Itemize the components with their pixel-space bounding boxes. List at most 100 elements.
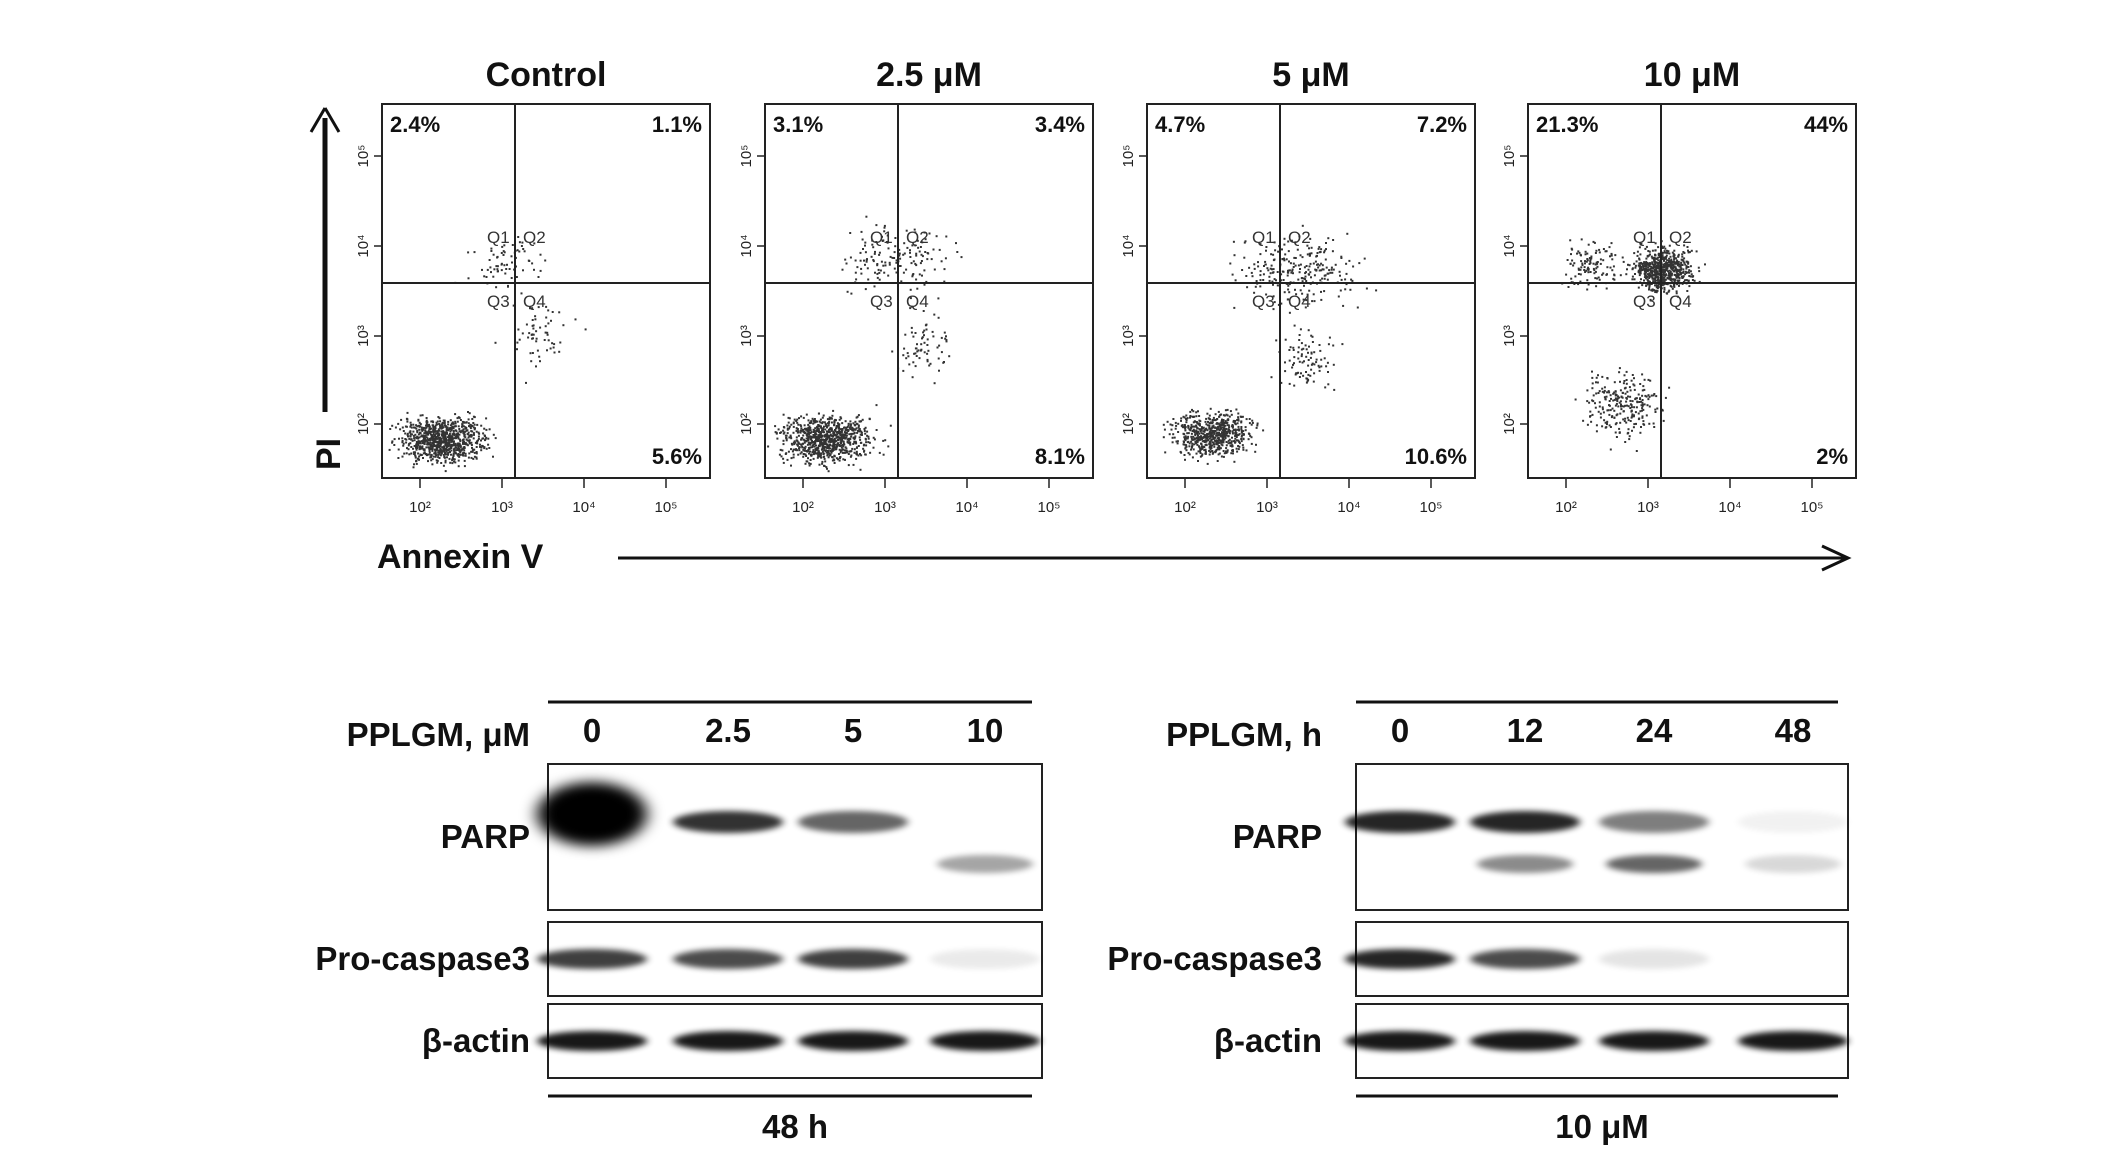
lane-label: 0 bbox=[583, 712, 601, 749]
x-tick-label: 10² bbox=[409, 499, 431, 516]
x-tick-label: 10⁴ bbox=[1718, 499, 1741, 516]
y-tick-label: 10³ bbox=[1120, 325, 1137, 347]
scatter-panel: 5 μM Q1 Q2 Q3 Q4 4.7% 7.2% 10.6% 10² 10³ 10⁴ 10⁵ 10²… bbox=[1120, 56, 1476, 516]
protein-band bbox=[1738, 811, 1848, 833]
blot-strip bbox=[547, 763, 1043, 911]
y-tick-label: 10⁴ bbox=[1501, 234, 1518, 257]
q1-percentage: 2.4% bbox=[390, 112, 440, 137]
quadrant-label: Q2 bbox=[1669, 228, 1692, 247]
x-tick-label: 10² bbox=[792, 499, 814, 516]
q1-percentage: 3.1% bbox=[773, 112, 823, 137]
quadrant-label: Q4 bbox=[906, 292, 929, 311]
blot-header: PPLGM, μM bbox=[347, 716, 530, 753]
q2-percentage: 7.2% bbox=[1417, 112, 1467, 137]
q2-percentage: 1.1% bbox=[652, 112, 702, 137]
q4-percentage: 2% bbox=[1816, 444, 1848, 469]
cleaved-band bbox=[1477, 855, 1573, 873]
x-tick-label: 10⁴ bbox=[955, 499, 978, 516]
blot-row-label: PARP bbox=[441, 818, 530, 855]
plot-frame bbox=[764, 103, 1094, 479]
plot-frame bbox=[381, 103, 711, 479]
y-axis-label: PI bbox=[310, 438, 348, 470]
protein-band bbox=[1599, 949, 1709, 969]
x-tick-label: 10⁴ bbox=[1337, 499, 1360, 516]
cleaved-band bbox=[937, 855, 1033, 873]
scatter-panel: Control Q1 Q2 Q3 Q4 2.4% 1.1% 5.6% 10² 10³ 10⁴ 10⁵ 1… bbox=[355, 56, 711, 516]
y-tick-label: 10⁵ bbox=[1120, 145, 1137, 168]
protein-band bbox=[673, 949, 783, 969]
quadrant-label: Q2 bbox=[1288, 228, 1311, 247]
scatter-panel: 10 μM Q1 Q2 Q3 Q4 21.3% 44% 2% 10² 10³ 10⁴ 10⁵ 10² 10… bbox=[1501, 56, 1857, 516]
x-tick-label: 10⁵ bbox=[1801, 499, 1824, 516]
x-tick-label: 10⁵ bbox=[1038, 499, 1061, 516]
lane-label: 2.5 bbox=[705, 712, 751, 749]
y-tick-label: 10⁴ bbox=[355, 234, 372, 257]
panel-title: Control bbox=[486, 56, 607, 94]
q4-percentage: 10.6% bbox=[1405, 444, 1467, 469]
quadrant-label: Q2 bbox=[523, 228, 546, 247]
x-axis-label: Annexin V bbox=[377, 538, 544, 576]
x-tick-label: 10⁵ bbox=[1420, 499, 1443, 516]
cleaved-band bbox=[1606, 855, 1702, 873]
quadrant-label: Q1 bbox=[1252, 228, 1275, 247]
scatter-points bbox=[388, 236, 587, 473]
y-tick-label: 10² bbox=[355, 413, 372, 435]
protein-band bbox=[1345, 811, 1455, 833]
lane-label: 12 bbox=[1507, 712, 1544, 749]
quadrant-label: Q3 bbox=[870, 292, 893, 311]
protein-band bbox=[673, 811, 783, 833]
blot-footer: 10 μM bbox=[1555, 1108, 1649, 1145]
annexin-axis-arrowhead bbox=[1821, 544, 1852, 572]
protein-band bbox=[798, 949, 908, 969]
protein-band bbox=[537, 1031, 647, 1051]
protein-band bbox=[537, 782, 647, 846]
quadrant-label: Q1 bbox=[870, 228, 893, 247]
protein-band bbox=[1738, 1031, 1848, 1051]
blot-row-label: β-actin bbox=[422, 1022, 530, 1059]
scatter-panels: Control Q1 Q2 Q3 Q4 2.4% 1.1% 5.6% 10² 10³ 10⁴ 10⁵ 1… bbox=[355, 56, 1857, 516]
pi-axis-arrowhead bbox=[309, 107, 341, 133]
lane-label: 0 bbox=[1391, 712, 1409, 749]
lane-label: 24 bbox=[1636, 712, 1673, 749]
western-blot-section: PPLGM, μM 0 2.5 5 10 PARP Pro-caspase3 β-actin 4… bbox=[315, 700, 1849, 1145]
quadrant-label: Q2 bbox=[906, 228, 929, 247]
lane-label: 5 bbox=[844, 712, 862, 749]
protein-band bbox=[930, 1031, 1040, 1051]
quadrant-label: Q3 bbox=[487, 292, 510, 311]
q2-percentage: 44% bbox=[1804, 112, 1848, 137]
blot-strip bbox=[1355, 763, 1849, 911]
y-tick-label: 10² bbox=[1501, 413, 1518, 435]
quadrant-label: Q1 bbox=[487, 228, 510, 247]
protein-band bbox=[1599, 1031, 1709, 1051]
protein-band bbox=[1345, 1031, 1455, 1051]
y-tick-label: 10⁵ bbox=[1501, 145, 1518, 168]
lane-label: 48 bbox=[1775, 712, 1812, 749]
plot-frame bbox=[1527, 103, 1857, 479]
protein-band bbox=[673, 1031, 783, 1051]
q4-percentage: 5.6% bbox=[652, 444, 702, 469]
panel-title: 5 μM bbox=[1272, 56, 1349, 94]
y-tick-label: 10² bbox=[1120, 413, 1137, 435]
protein-band bbox=[930, 949, 1040, 969]
protein-band bbox=[798, 1031, 908, 1051]
panel-title: 2.5 μM bbox=[876, 56, 982, 94]
flow-cytometry-section: PI Annexin V Control Q1 Q2 Q3 Q4 2.4% 1.1% 5.6%… bbox=[309, 56, 1857, 576]
quadrant-label: Q1 bbox=[1633, 228, 1656, 247]
quadrant-label: Q4 bbox=[523, 292, 546, 311]
panel-title: 10 μM bbox=[1644, 56, 1740, 94]
x-tick-label: 10³ bbox=[874, 499, 896, 516]
quadrant-label: Q3 bbox=[1252, 292, 1275, 311]
scatter-panel: 2.5 μM Q1 Q2 Q3 Q4 3.1% 3.4% 8.1% 10² 10³ 10⁴ 10⁵ 10… bbox=[738, 56, 1094, 516]
western-blot-panel: PPLGM, μM 0 2.5 5 10 PARP Pro-caspase3 β-actin 4… bbox=[315, 700, 1043, 1145]
scatter-points bbox=[1162, 224, 1378, 465]
blot-row-label: PARP bbox=[1233, 818, 1322, 855]
q1-percentage: 4.7% bbox=[1155, 112, 1205, 137]
x-tick-label: 10³ bbox=[1637, 499, 1659, 516]
y-tick-label: 10⁵ bbox=[355, 145, 372, 168]
protein-band bbox=[1345, 949, 1455, 969]
quadrant-label: Q4 bbox=[1288, 292, 1311, 311]
q1-percentage: 21.3% bbox=[1536, 112, 1598, 137]
x-tick-label: 10² bbox=[1555, 499, 1577, 516]
y-tick-label: 10³ bbox=[738, 325, 755, 347]
q2-percentage: 3.4% bbox=[1035, 112, 1085, 137]
